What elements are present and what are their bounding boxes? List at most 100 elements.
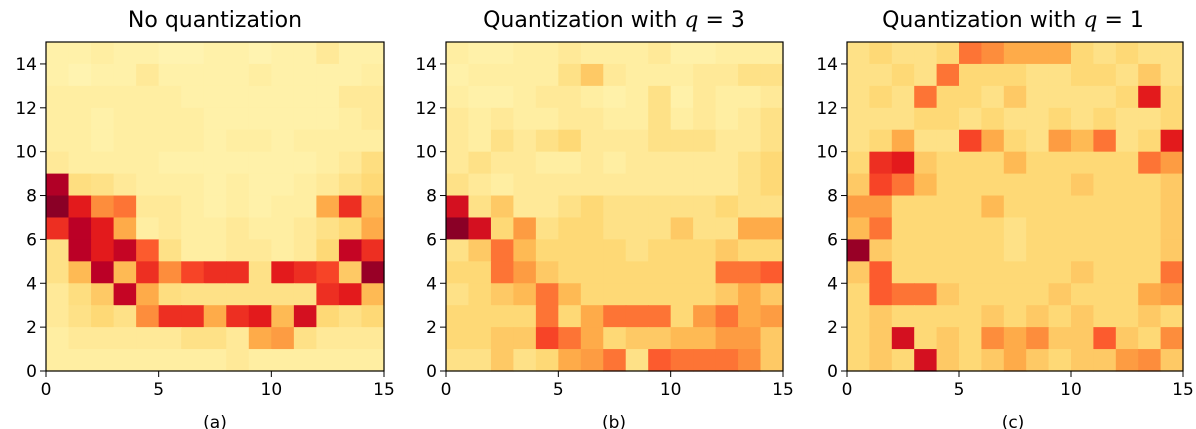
heatmap-cell <box>136 305 160 328</box>
heatmap-cell <box>580 195 604 219</box>
heatmap-cell <box>1048 42 1072 65</box>
heatmap-cell <box>715 261 739 284</box>
heatmap-cell <box>248 129 272 153</box>
heatmap-cell <box>1138 283 1162 306</box>
heatmap-cell <box>338 327 363 350</box>
heatmap-cell <box>203 42 227 65</box>
heatmap-cell <box>446 305 470 328</box>
heatmap-cell <box>869 42 893 65</box>
x-tick-label: 0 <box>41 380 52 400</box>
heatmap-cell <box>226 239 250 262</box>
heatmap-cell <box>1138 239 1162 262</box>
heatmap-cell <box>1138 151 1162 175</box>
heatmap-cell <box>693 217 717 240</box>
heatmap-cell <box>869 239 893 262</box>
heatmap-cell <box>46 129 70 153</box>
heatmap-cell <box>271 173 295 197</box>
heatmap-cell <box>68 85 92 109</box>
heatmap-cell <box>361 107 385 131</box>
heatmap-cell <box>914 129 938 153</box>
heatmap-cell <box>316 151 340 175</box>
heatmap-cell <box>1138 195 1162 219</box>
heatmap-cell <box>914 327 938 350</box>
heatmap-cell <box>271 195 295 219</box>
heatmap-cell <box>535 239 559 262</box>
heatmap-cell <box>271 107 295 131</box>
heatmap-cell <box>446 217 470 240</box>
heatmap-cell <box>535 217 559 240</box>
heatmap-cell <box>113 173 137 197</box>
heatmap-cell <box>580 42 604 65</box>
heatmap-cell <box>513 327 537 350</box>
panel-b-heatmap <box>446 42 784 372</box>
y-tick-label: 14 <box>816 55 838 75</box>
panel-b-caption: (b) <box>602 413 626 429</box>
y-tick-label: 8 <box>26 187 37 207</box>
heatmap-cell <box>226 63 250 87</box>
heatmap-cell <box>113 195 137 219</box>
heatmap-cell <box>203 85 227 109</box>
heatmap-cell <box>648 63 672 87</box>
heatmap-cell <box>1160 151 1184 175</box>
heatmap-cell <box>738 151 762 175</box>
heatmap-cell <box>603 283 627 306</box>
heatmap-cell <box>1003 349 1027 372</box>
heatmap-cell <box>271 283 295 306</box>
heatmap-cell <box>625 151 649 175</box>
x-tick-label: 0 <box>441 380 452 400</box>
heatmap-cell <box>891 195 915 219</box>
heatmap-cell <box>113 107 137 131</box>
heatmap-cell <box>603 217 627 240</box>
heatmap-cell <box>558 42 582 65</box>
heatmap-cell <box>1003 85 1027 109</box>
heatmap-cell <box>203 173 227 197</box>
heatmap-cell <box>869 305 893 328</box>
heatmap-cell <box>446 85 470 109</box>
heatmap-cell <box>760 217 784 240</box>
heatmap-cell <box>490 239 514 262</box>
heatmap-cell <box>113 261 137 284</box>
heatmap-cell <box>914 42 938 65</box>
heatmap-cell <box>670 85 694 109</box>
heatmap-cell <box>891 305 915 328</box>
heatmap-cell <box>981 239 1005 262</box>
panel-b-ticks: 0 5 10 15 0 2 4 6 8 10 12 14 <box>415 55 793 400</box>
heatmap-cell <box>558 239 582 262</box>
heatmap-cell <box>625 85 649 109</box>
heatmap-cell <box>670 129 694 153</box>
heatmap-cell <box>625 129 649 153</box>
heatmap-cell <box>46 283 70 306</box>
heatmap-cell <box>603 173 627 197</box>
heatmap-cell <box>203 327 227 350</box>
heatmap-cell <box>959 261 982 284</box>
heatmap-cell <box>558 151 582 175</box>
heatmap-cell <box>1138 42 1162 65</box>
heatmap-cell <box>226 261 250 284</box>
panel-b: Quantization with q = 3 0 5 10 15 0 2 4 6 8 10 12 1… <box>415 8 793 429</box>
heatmap-cell <box>468 239 492 262</box>
heatmap-cell <box>1048 261 1072 284</box>
heatmap-cell <box>490 107 514 131</box>
heatmap-cell <box>226 107 250 131</box>
y-tick-label: 2 <box>827 318 838 338</box>
heatmap-cell <box>136 261 160 284</box>
heatmap-cell <box>1071 173 1094 197</box>
heatmap-cell <box>1093 63 1117 87</box>
heatmap-cell <box>361 63 385 87</box>
heatmap-cell <box>316 173 340 197</box>
heatmap-cell <box>847 129 870 153</box>
heatmap-cell <box>446 195 470 219</box>
heatmap-cell <box>361 261 385 284</box>
heatmap-cell <box>91 283 115 306</box>
heatmap-cell <box>760 261 784 284</box>
heatmap-cell <box>338 239 363 262</box>
heatmap-cell <box>693 173 717 197</box>
heatmap-cell <box>1093 107 1117 131</box>
heatmap-cell <box>91 239 115 262</box>
panel-c-heatmap <box>847 42 1184 372</box>
heatmap-cell <box>468 327 492 350</box>
heatmap-cell <box>91 107 115 131</box>
heatmap-cell <box>1093 239 1117 262</box>
heatmap-cell <box>181 283 205 306</box>
heatmap-cell <box>1071 195 1094 219</box>
